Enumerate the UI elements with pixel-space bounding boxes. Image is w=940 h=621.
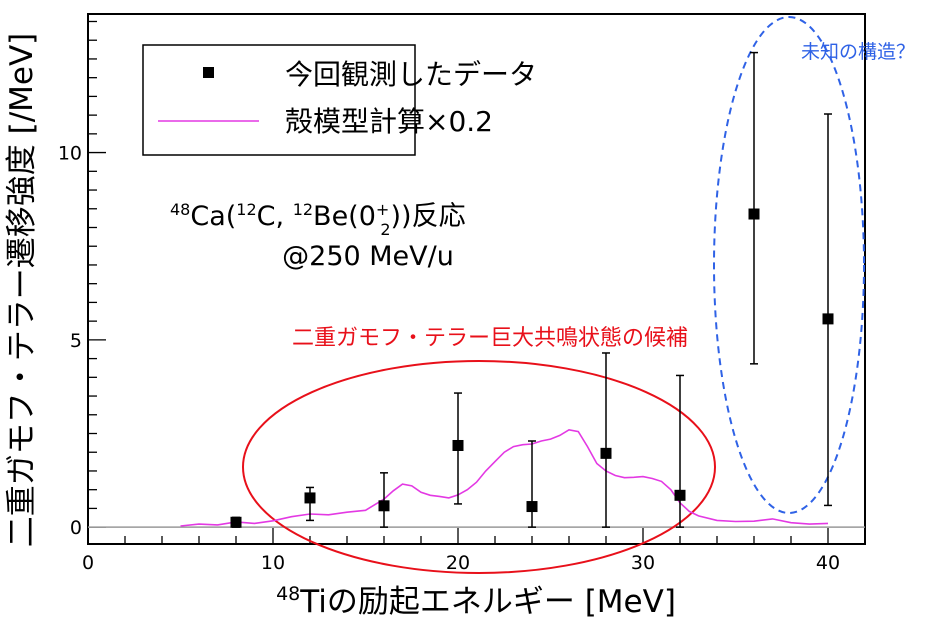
reaction-sup-4: +	[376, 200, 389, 219]
y-axis-title: 二重ガモフ・テラー遷移強度 [/MeV]	[4, 33, 40, 548]
legend: 今回観測したデータ 殻模型計算×0.2	[142, 44, 537, 156]
reaction-part-2: C,	[257, 201, 293, 232]
reaction-sup-3: 12	[293, 200, 313, 219]
x-tick-label: 40	[816, 552, 840, 574]
reaction-energy: @250 MeV/u	[282, 241, 454, 272]
y-tick-label: 0	[70, 517, 82, 539]
data-point	[526, 501, 538, 513]
data-point	[378, 500, 390, 512]
data-point	[600, 447, 612, 459]
reaction-label: 48Ca(12C, 12Be(0+ 2))反応	[170, 200, 466, 239]
reaction-part-3: Be(0	[313, 201, 376, 232]
y-tick-label: 10	[58, 143, 82, 165]
y-tick-label: 5	[70, 330, 82, 352]
data-point	[822, 313, 834, 325]
data-point	[304, 492, 316, 504]
reaction-part-4: ))反応	[391, 201, 466, 232]
blue-unknown-label: 未知の構造？	[801, 41, 915, 63]
data-points	[230, 51, 834, 528]
red-candidate-label: 二重ガモフ・テラー巨大共鳴状態の候補	[292, 326, 688, 351]
blue-unknown-ellipse	[713, 16, 865, 514]
legend-marker-square	[203, 67, 214, 78]
x-tick-label: 0	[82, 552, 94, 574]
reaction-sup-1: 48	[170, 200, 190, 219]
red-candidate-ellipse	[242, 360, 716, 574]
axes: 0 10 20 30 40 0 5 10	[58, 20, 866, 574]
x-axis-title-sup: 48	[276, 583, 300, 605]
reaction-sub-4: 2	[380, 220, 390, 239]
reaction-sup-2: 12	[236, 200, 256, 219]
plot-frame	[87, 13, 866, 545]
x-tick-label: 20	[446, 552, 470, 574]
data-point	[674, 489, 686, 501]
x-tick-label: 10	[261, 552, 285, 574]
legend-box	[142, 44, 416, 156]
x-axis-title-main: Tiの励起エネルギー [MeV]	[299, 584, 676, 620]
data-point	[748, 208, 760, 220]
x-tick-label: 30	[631, 552, 655, 574]
legend-label-model: 殻模型計算×0.2	[285, 105, 493, 138]
reaction-part-1: Ca(	[190, 201, 236, 232]
legend-label-observed: 今回観測したデータ	[285, 58, 537, 91]
data-point	[230, 516, 242, 528]
data-point	[452, 439, 464, 451]
x-axis-title: 48Tiの励起エネルギー [MeV]	[276, 583, 676, 620]
shell-model-line	[180, 428, 829, 527]
